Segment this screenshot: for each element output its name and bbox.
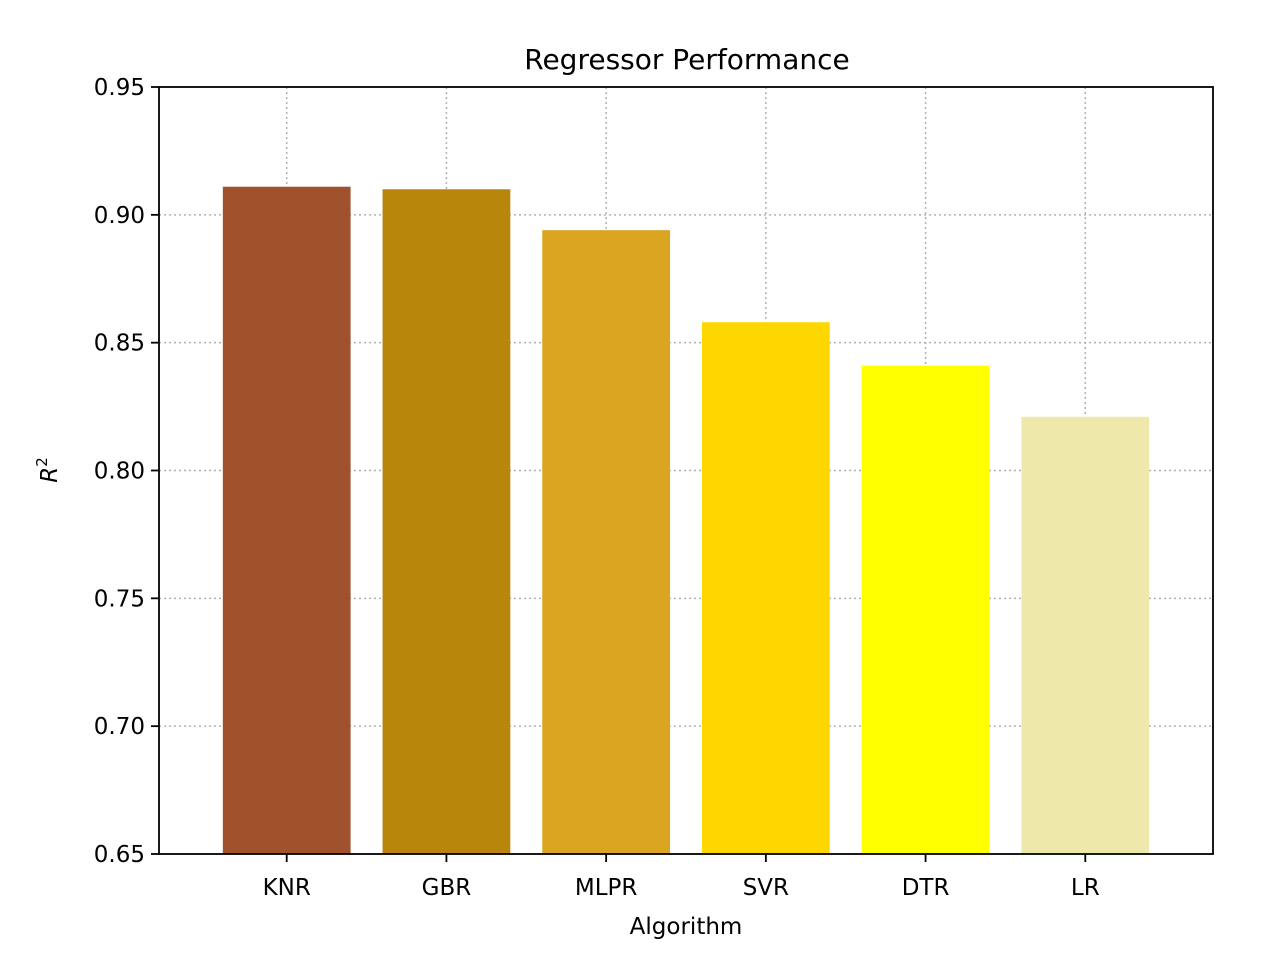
- x-tick-label: GBR: [422, 875, 472, 901]
- y-tick-label: 0.65: [94, 842, 145, 868]
- bar-lr: [1021, 416, 1150, 854]
- bars: [222, 186, 1150, 854]
- bar-dtr: [861, 365, 990, 854]
- y-tick-label: 0.95: [94, 75, 145, 101]
- y-tick-label: 0.75: [94, 586, 145, 612]
- bar-svr: [701, 322, 830, 854]
- x-axis-label: Algorithm: [630, 914, 743, 940]
- y-tick-label: 0.85: [94, 331, 145, 357]
- x-tick-label: DTR: [902, 875, 950, 901]
- bar-gbr: [382, 189, 511, 854]
- y-axis-label-superscript: 2: [33, 457, 51, 467]
- x-tick-label: KNR: [263, 875, 311, 901]
- x-tick-label: SVR: [743, 875, 789, 901]
- chart-title: Regressor Performance: [524, 43, 849, 76]
- y-tick-label: 0.70: [94, 714, 145, 740]
- x-tick-label: LR: [1071, 875, 1100, 901]
- axis-ticks: 0.65 0.70 0.75 0.80 0.85 0.90 0.95 KNR GBR MLPR SV…: [94, 75, 1100, 901]
- y-tick-label: 0.90: [94, 203, 145, 229]
- y-axis-label-main: R: [37, 467, 63, 483]
- y-tick-label: 0.80: [94, 459, 145, 485]
- x-tick-label: MLPR: [575, 875, 638, 901]
- y-axis-label: R2: [33, 457, 63, 483]
- bar-knr: [222, 186, 351, 854]
- bar-mlpr: [542, 230, 671, 854]
